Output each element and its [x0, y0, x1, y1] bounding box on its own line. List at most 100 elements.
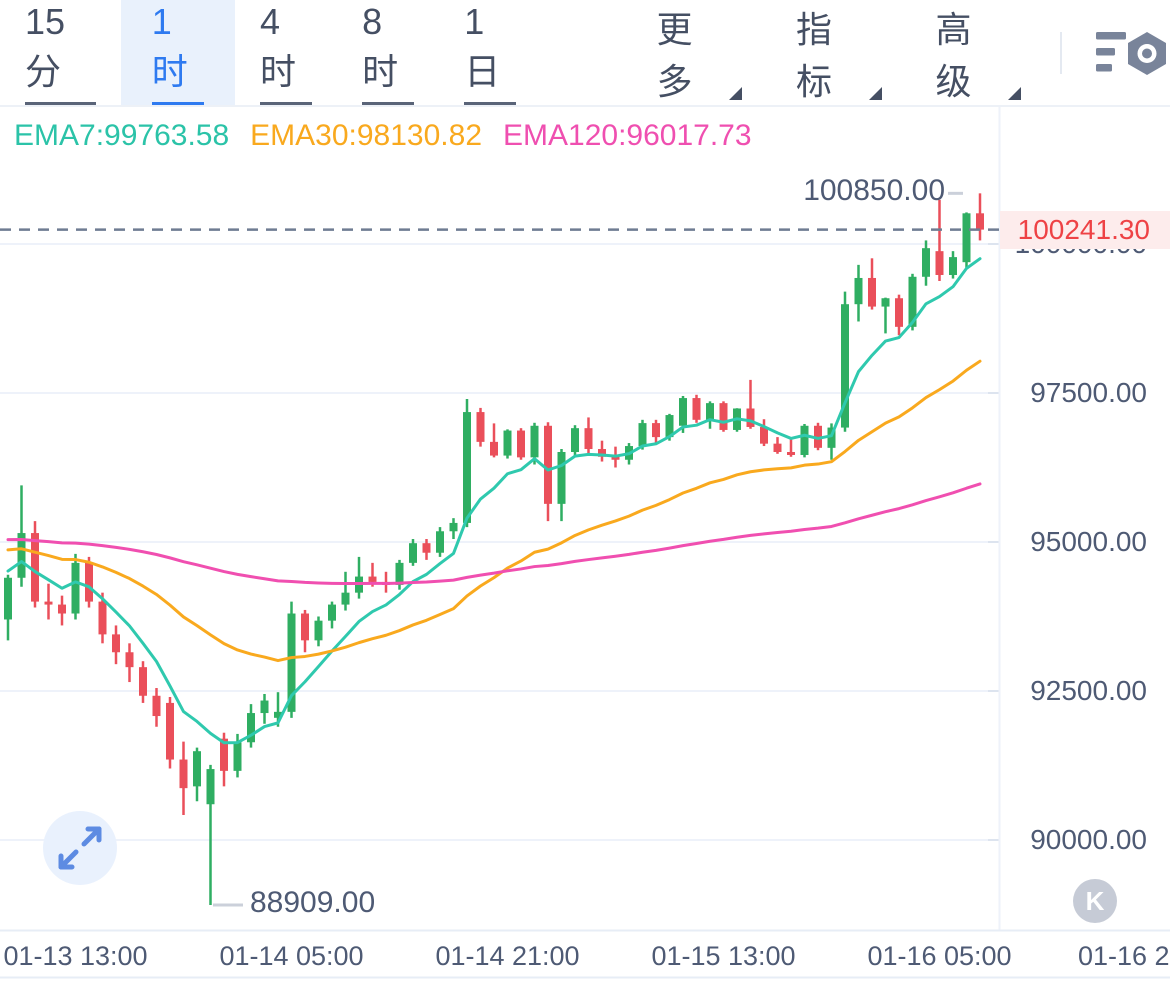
- candle-body: [341, 592, 350, 605]
- candle-body: [233, 742, 242, 771]
- candle-body: [517, 430, 525, 458]
- candle-body: [881, 298, 890, 307]
- candle-body: [814, 425, 822, 448]
- candle-body: [274, 711, 282, 718]
- candle-body: [908, 276, 917, 327]
- toolbar-menu[interactable]: 指标: [769, 1, 909, 105]
- candle-body: [260, 700, 269, 714]
- list-gear-icon: [1096, 31, 1166, 75]
- interval-tab-label: 4时: [259, 1, 313, 105]
- toolbar-menu-label: 高级: [935, 8, 972, 102]
- ema30-legend-value: EMA30:98130.82: [250, 119, 482, 152]
- candle-body: [935, 251, 944, 275]
- x-axis-label: 01-15 13:00: [651, 941, 796, 971]
- candle-body: [44, 601, 53, 605]
- candle-body: [31, 533, 39, 602]
- candle-body: [409, 543, 417, 563]
- candle-body: [247, 713, 255, 743]
- toolbar-divider: [1060, 31, 1062, 74]
- candle-body: [746, 408, 755, 427]
- x-axis-label: 01-14 21:00: [435, 941, 580, 971]
- candle-body: [395, 562, 404, 585]
- candle-body: [193, 751, 201, 787]
- candle-body: [800, 425, 809, 455]
- candle-body: [490, 441, 498, 456]
- candle-body: [314, 620, 323, 641]
- x-axis-label: 01-16 21:00: [1078, 941, 1170, 971]
- candle-body: [598, 449, 606, 457]
- current-price-label: 100241.30: [1000, 211, 1170, 249]
- low-price-marker: 88909.00: [250, 886, 376, 919]
- candle-body: [152, 695, 161, 717]
- candle-body: [706, 403, 714, 420]
- candle-body: [301, 613, 309, 641]
- candle-body: [112, 634, 120, 653]
- candle-body: [868, 277, 876, 307]
- candle-body: [4, 577, 12, 620]
- candle-body: [949, 257, 957, 275]
- candle-body: [125, 652, 134, 668]
- candle-body: [638, 423, 647, 447]
- interval-tabs: 15分 1时 4时 8时 1日: [0, 0, 541, 105]
- dropdown-triangle-icon: [1008, 86, 1022, 100]
- candle-body: [328, 604, 336, 621]
- toolbar-menu[interactable]: 高级: [909, 1, 1049, 105]
- candle-body: [368, 576, 377, 582]
- ema-legend: EMA7:99763.58 EMA30:98130.82 EMA120:9601…: [14, 119, 752, 153]
- dropdown-triangle-icon: [868, 86, 882, 100]
- candle-body: [841, 304, 849, 428]
- candle-body: [665, 415, 674, 438]
- expand-chart-button[interactable]: [43, 811, 117, 885]
- toolbar-menu-label: 指标: [795, 8, 832, 102]
- y-axis-label: 90000.00: [1030, 824, 1147, 855]
- toolbar-menu-label: 更多: [656, 8, 693, 102]
- x-axis-label: 01-14 05:00: [219, 941, 364, 971]
- ema7-legend-value: EMA7:99763.58: [14, 119, 230, 152]
- candle-body: [17, 533, 26, 578]
- candle-body: [71, 562, 80, 614]
- candle-body: [436, 531, 444, 553]
- toolbar-menu[interactable]: 更多: [629, 1, 769, 105]
- candle-body: [449, 522, 458, 532]
- candle-body: [58, 604, 66, 614]
- candle-body: [652, 423, 660, 438]
- candle-body: [571, 428, 579, 453]
- candle-body: [611, 456, 620, 460]
- y-axis-label: 92500.00: [1030, 675, 1147, 706]
- x-axis-label: 01-13 13:00: [3, 941, 148, 971]
- candle-body: [760, 426, 768, 444]
- k-watermark-badge[interactable]: K: [1073, 879, 1117, 923]
- chart-settings-button[interactable]: [1096, 31, 1170, 75]
- x-axis-label: 01-16 05:00: [867, 941, 1012, 971]
- interval-tab[interactable]: 1日: [439, 0, 541, 105]
- ema7-line: [6, 257, 982, 745]
- interval-tab[interactable]: 4时: [235, 0, 337, 105]
- candle-body: [692, 398, 701, 420]
- candle-body: [287, 613, 296, 712]
- candle-body: [530, 425, 539, 458]
- candle-body: [98, 601, 107, 635]
- interval-tab-label: 8时: [362, 1, 415, 105]
- candle-body: [476, 412, 485, 442]
- interval-tab[interactable]: 15分: [0, 0, 121, 105]
- ema30-line: [6, 359, 982, 663]
- candle-body: [220, 738, 228, 771]
- interval-tab-label: 1日: [464, 1, 517, 105]
- candle-body: [206, 769, 215, 805]
- expand-arrows-icon: [43, 811, 117, 885]
- interval-tab[interactable]: 8时: [337, 0, 439, 105]
- candle-body: [719, 403, 728, 430]
- dropdown-triangle-icon: [728, 86, 742, 100]
- candle-body: [922, 248, 930, 277]
- candle-body: [827, 427, 836, 448]
- high-price-marker: 100850.00: [803, 174, 945, 207]
- y-axis-label: 95000.00: [1030, 526, 1147, 557]
- y-axis-label: 97500.00: [1030, 377, 1147, 408]
- interval-tab-label: 15分: [25, 1, 96, 105]
- interval-toolbar: 15分 1时 4时 8时 1日 更多 指标 高级: [0, 0, 1170, 107]
- candle-body: [854, 277, 863, 305]
- candle-body: [895, 298, 903, 327]
- interval-tab[interactable]: 1时: [120, 0, 235, 105]
